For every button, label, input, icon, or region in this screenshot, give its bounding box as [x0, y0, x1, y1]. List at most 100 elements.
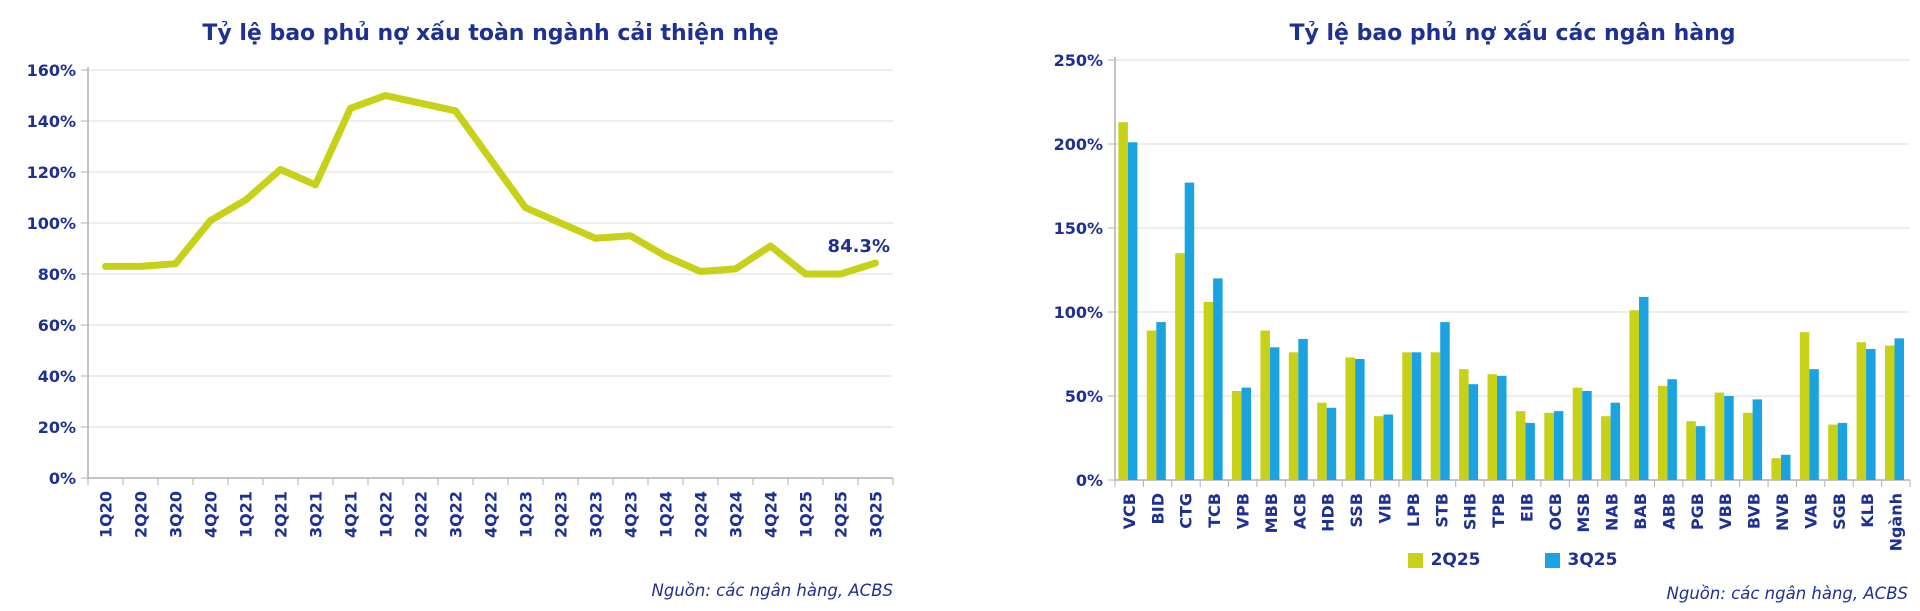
x-tick-label-1q25: 1Q25: [796, 491, 815, 538]
x-tick-label-3q25: 3Q25: [866, 491, 885, 538]
x-tick-label-sgb: SGB: [1830, 493, 1849, 530]
x-tick-label-acb: ACB: [1290, 493, 1309, 529]
legend-label-3q25: 3Q25: [1567, 550, 1618, 570]
series-legend: 2Q25 3Q25: [1115, 550, 1910, 570]
x-tick-label-stb: STB: [1432, 493, 1451, 528]
x-tick-label-1q20: 1Q20: [96, 491, 115, 538]
y-tick-label-20-: 20%: [38, 418, 76, 437]
x-tick-label-2q24: 2Q24: [691, 491, 710, 538]
bar-3q25-pgb: [1695, 426, 1706, 480]
bar-3q25-msb: [1582, 391, 1592, 480]
bar-2q25-bab: [1629, 310, 1639, 480]
legend-item-3q25: 3Q25: [1544, 550, 1618, 570]
y-tick-label-100-: 100%: [27, 214, 76, 233]
bar-2q25-pgb: [1686, 421, 1696, 480]
x-tick-label-4q23: 4Q23: [621, 491, 640, 538]
bar-3q25-eib: [1525, 422, 1535, 480]
y-tick-label-60-: 60%: [38, 316, 76, 335]
bar-3q25-vbb: [1724, 396, 1734, 480]
x-tick-label-lpb: LPB: [1404, 493, 1423, 527]
x-tick-label-3q21: 3Q21: [306, 491, 325, 538]
x-tick-label-mbb: MBB: [1262, 493, 1281, 533]
bar-2q25-nab: [1601, 416, 1611, 480]
bar-2q25-ctg: [1175, 253, 1185, 480]
x-tick-label-2q25: 2Q25: [831, 491, 850, 538]
bar-3q25-abb: [1667, 379, 1677, 480]
bar-3q25-bvb: [1752, 399, 1763, 480]
bar-3q25-tpb: [1497, 375, 1507, 480]
bar-3q25-vcb: [1127, 142, 1138, 481]
bar-3q25-bab: [1639, 296, 1649, 480]
bar-2q25-vcb: [1118, 122, 1128, 480]
x-tick-label-1q22: 1Q22: [376, 491, 395, 538]
bar-3q25-ctg: [1184, 182, 1195, 480]
x-tick-label-klb: KLB: [1858, 493, 1877, 528]
latest-value-label: 84.3%: [828, 236, 890, 257]
y-tick-label-160-: 160%: [27, 61, 76, 80]
x-tick-label-tcb: TCB: [1205, 493, 1224, 528]
x-tick-label-vpb: VPB: [1234, 493, 1253, 529]
x-tick-label-3q24: 3Q24: [726, 491, 745, 538]
bar-2q25-ocb: [1544, 412, 1554, 480]
bar-2q25-tpb: [1487, 374, 1497, 480]
bar-3q25-vpb: [1241, 387, 1251, 480]
bar-2q25-bvb: [1743, 412, 1753, 480]
x-tick-label-pgb: PGB: [1688, 493, 1707, 530]
x-tick-label-2q20: 2Q20: [131, 491, 150, 538]
bar-2q25-klb: [1856, 342, 1867, 480]
x-tick-label-4q21: 4Q21: [341, 491, 360, 538]
bar-3q25-ssb: [1355, 359, 1365, 480]
x-tick-label-vab: VAB: [1801, 493, 1820, 529]
x-tick-label-4q22: 4Q22: [481, 491, 500, 538]
bar-2q25-vib: [1373, 416, 1384, 480]
y-tick-label-140-: 140%: [27, 112, 76, 131]
bar-3q25-mbb: [1269, 347, 1280, 480]
x-tick-label-eib: EIB: [1517, 493, 1536, 522]
bar-3q25-lpb: [1411, 352, 1422, 480]
x-tick-label-bid: BID: [1148, 493, 1167, 524]
x-tick-label-abb: ABB: [1659, 493, 1678, 530]
y-tick-label-80-: 80%: [38, 265, 76, 284]
legend-label-2q25: 2Q25: [1430, 550, 1481, 570]
bar-2q25-hdb: [1317, 402, 1327, 480]
x-tick-label-hdb: HDB: [1319, 493, 1338, 532]
x-tick-label-1q23: 1Q23: [516, 491, 535, 538]
bar-2q25-stb: [1430, 352, 1441, 480]
x-tick-label-bab: BAB: [1631, 493, 1650, 530]
bar-2q25-nganh: [1885, 345, 1895, 480]
x-tick-label-tpb: TPB: [1489, 493, 1508, 528]
bar-2q25-vbb: [1714, 392, 1725, 480]
x-tick-label-ctg: CTG: [1177, 493, 1196, 529]
bar-3q25-acb: [1298, 338, 1308, 480]
bar-2q25-shb: [1459, 369, 1469, 480]
bar-2q25-mbb: [1260, 330, 1270, 480]
bar-2q25-nvb: [1771, 458, 1781, 480]
x-tick-label-2q21: 2Q21: [271, 491, 290, 538]
x-tick-label-2q22: 2Q22: [411, 491, 430, 538]
bar-3q25-nvb: [1781, 454, 1791, 480]
bar-3q25-ocb: [1553, 411, 1564, 480]
x-tick-label-2q23: 2Q23: [551, 491, 570, 538]
bar-2q25-eib: [1515, 411, 1526, 480]
x-tick-label-3q22: 3Q22: [446, 491, 465, 538]
legend-swatch-2q25: [1407, 552, 1423, 568]
bar-2q25-abb: [1657, 385, 1668, 480]
legend-item-2q25: 2Q25: [1407, 550, 1481, 570]
x-tick-label-1q24: 1Q24: [656, 491, 675, 538]
x-tick-label-ocb: OCB: [1546, 493, 1565, 531]
x-tick-label-vcb: VCB: [1120, 493, 1139, 529]
bar-3q25-nab: [1610, 402, 1621, 480]
bar-2q25-tcb: [1203, 301, 1214, 480]
bar-3q25-bid: [1156, 322, 1166, 480]
bar-3q25-vib: [1383, 414, 1393, 480]
x-tick-label-nganh: Ngành: [1887, 493, 1906, 551]
y-tick-label-150-: 150%: [1054, 219, 1103, 238]
y-tick-label-120-: 120%: [27, 163, 76, 182]
bar-2q25-vpb: [1232, 391, 1242, 480]
x-tick-label-vbb: VBB: [1716, 493, 1735, 530]
y-tick-label-0-: 0%: [1076, 471, 1103, 490]
bar-2q25-sgb: [1828, 424, 1838, 480]
bar-3q25-shb: [1468, 384, 1479, 480]
